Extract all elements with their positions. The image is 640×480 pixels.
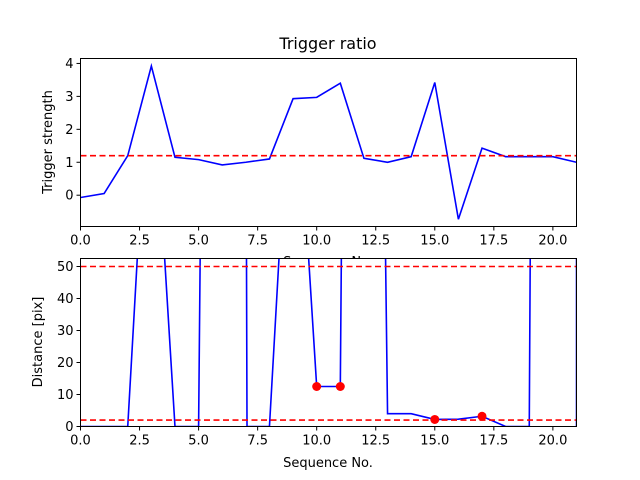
top-y-axis-label: Trigger strength [41, 90, 56, 195]
bottom-x-tick-label: 7.5 [247, 434, 268, 449]
bottom-y-tick-label: 10 [57, 388, 74, 403]
bottom-marker-point [430, 414, 440, 424]
bottom-x-tick-label: 0.0 [70, 434, 91, 449]
bottom-y-axis-label: Distance [pix] [31, 297, 46, 388]
bottom-y-tick-label: 20 [57, 356, 74, 371]
bottom-x-tick-label: 17.5 [479, 434, 508, 449]
top-x-tick-label: 15.0 [420, 234, 449, 249]
bottom-y-tick-label: 0 [65, 420, 73, 435]
bottom-y-tick-label: 40 [57, 292, 74, 307]
top-y-tick-label: 0 [65, 189, 73, 204]
bottom-x-tick-label: 12.5 [361, 434, 390, 449]
bottom-x-tick-label: 15.0 [420, 434, 449, 449]
top-chart: Trigger ratio 0.0 2.5 5.0 7.5 10.0 12.5 15.0 17… [41, 34, 577, 270]
bottom-x-tick-label: 2.5 [129, 434, 150, 449]
bottom-x-axis-label: Sequence No. [283, 456, 373, 471]
top-x-tick-label: 2.5 [129, 234, 150, 249]
bottom-y-tick-label: 30 [57, 324, 74, 339]
bottom-marker-point [312, 382, 322, 391]
top-x-tick-label: 12.5 [361, 234, 390, 249]
bottom-x-tick-label: 10.0 [302, 434, 331, 449]
top-plot-frame [80, 58, 577, 227]
bottom-chart: 0.0 2.5 5.0 7.5 10.0 12.5 15.0 17.5 20.0 0 10 20 30 4… [31, 258, 577, 471]
bottom-y-tick-label: 50 [57, 260, 74, 275]
top-x-tick-label: 10.0 [302, 234, 331, 249]
bottom-marker-point [335, 382, 345, 391]
bottom-marker-point [477, 411, 487, 421]
top-chart-title: Trigger ratio [278, 34, 376, 53]
top-y-tick-label: 4 [65, 57, 73, 72]
top-series-line [80, 62, 577, 220]
bottom-x-tick-label: 20.0 [538, 434, 567, 449]
top-y-tick-label: 1 [65, 156, 73, 171]
bottom-plot-bg [80, 258, 577, 427]
top-x-tick-label: 5.0 [188, 234, 209, 249]
bottom-plot-frame [80, 258, 577, 427]
top-x-tick-label: 20.0 [538, 234, 567, 249]
top-y-tick-label: 3 [65, 90, 73, 105]
top-y-tick-label: 2 [65, 123, 73, 138]
top-x-tick-label: 7.5 [247, 234, 268, 249]
top-x-tick-label: 0.0 [70, 234, 91, 249]
top-x-tick-label: 17.5 [479, 234, 508, 249]
bottom-x-tick-label: 5.0 [188, 434, 209, 449]
